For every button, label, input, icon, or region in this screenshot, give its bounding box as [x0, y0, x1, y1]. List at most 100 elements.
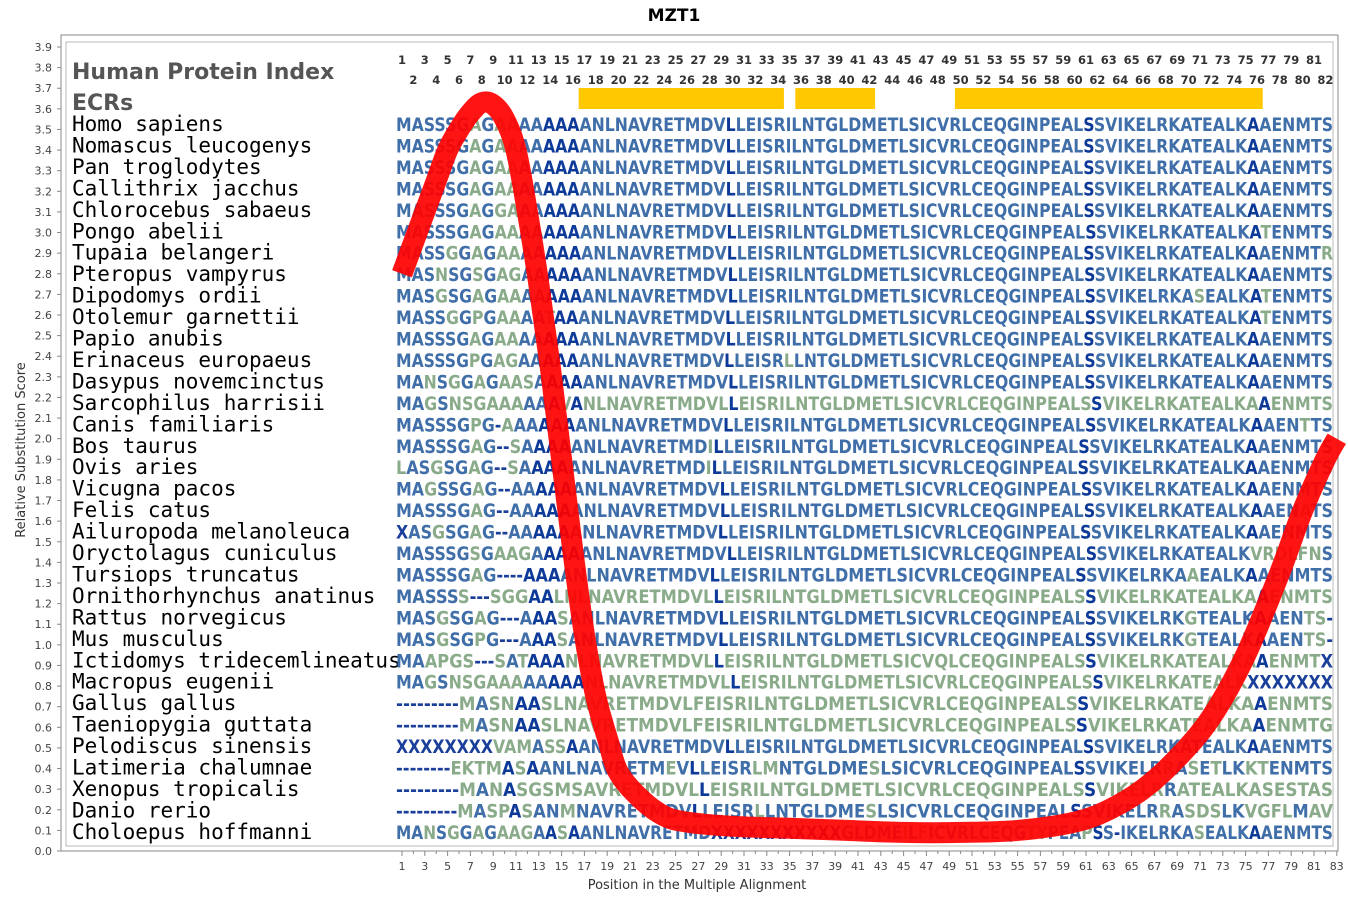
residue: I [1118, 500, 1124, 522]
residue: N [1282, 393, 1295, 415]
y-tick-label: 2.8 [35, 268, 53, 281]
residue: I [716, 693, 722, 715]
residue: N [606, 522, 619, 544]
species-name: Dasypus novemcinctus [72, 369, 325, 393]
residue: S [1085, 286, 1096, 308]
residue: G [457, 221, 470, 243]
residue: L [1054, 715, 1065, 737]
residue: L [791, 329, 801, 351]
residue: V [707, 479, 720, 501]
sequence: XASGSGAG--AAAAAANLNAVRETMDVLLEISRILNTGLD… [396, 522, 1333, 544]
alignment-row: Canis familiaris MASSSGPG-AAAAAAANLNAVRET… [72, 412, 1333, 436]
residue: A [555, 178, 567, 200]
y-tick-label: 1.1 [35, 618, 53, 631]
residue: S [908, 114, 919, 136]
residue: L [1139, 650, 1149, 672]
residue: A [1061, 157, 1073, 179]
position-number: 27 [690, 53, 706, 67]
residue: V [640, 543, 652, 565]
residue: I [757, 243, 763, 265]
residue: L [724, 436, 734, 458]
residue: R [654, 286, 666, 308]
residue: I [917, 500, 923, 522]
residue: N [779, 758, 793, 780]
residue: S [910, 286, 921, 308]
residue: A [528, 715, 541, 737]
residue: P [1039, 178, 1051, 200]
residue: N [1277, 715, 1291, 737]
residue: R [1154, 393, 1167, 415]
residue: V [1103, 479, 1116, 501]
residue: E [662, 307, 673, 329]
residue: V [1107, 607, 1120, 629]
residue: S [1094, 178, 1105, 200]
residue: L [594, 629, 604, 651]
y-tick-label: 2.5 [35, 330, 53, 343]
residue: G [457, 500, 470, 522]
residue: L [803, 693, 814, 715]
residue: G [456, 200, 469, 222]
residue: K [1166, 393, 1179, 415]
residue: X [420, 736, 432, 758]
residue: C [973, 286, 985, 308]
residue: S [1322, 264, 1333, 286]
residue: I [903, 758, 909, 780]
residue: A [1062, 307, 1074, 329]
residue: D [850, 371, 863, 393]
residue: N [584, 479, 597, 501]
residue: S [542, 779, 554, 801]
position-number: 64 [1112, 73, 1128, 87]
residue: T [1311, 371, 1322, 393]
residue: V [1106, 371, 1118, 393]
residue: D [850, 221, 863, 243]
residue: L [1074, 371, 1084, 393]
residue: E [1131, 457, 1142, 479]
species-name: Papio anubis [72, 327, 224, 351]
residue: - [417, 779, 424, 801]
residue: E [1204, 307, 1215, 329]
residue: V [633, 672, 646, 694]
residue: N [563, 715, 577, 737]
residue: L [899, 307, 909, 329]
residue: D [847, 414, 860, 436]
residue: L [958, 672, 968, 694]
residue: T [1309, 650, 1320, 672]
position-number: 50 [953, 73, 969, 87]
residue: L [1133, 693, 1144, 715]
residue: A [508, 243, 520, 265]
residue: V [1105, 114, 1117, 136]
residue: S [910, 350, 921, 372]
residue: L [1075, 307, 1085, 329]
residue: E [1271, 393, 1282, 415]
alignment-row: Tupaia belangeri MASSGGAGAAAAAAAANLNAVRET… [72, 241, 1333, 265]
residue: L [820, 650, 830, 672]
residue: S [507, 457, 519, 479]
residue: N [564, 693, 578, 715]
residue: R [773, 178, 785, 200]
residue: S [1096, 414, 1107, 436]
residue: N [583, 436, 596, 458]
residue: X [408, 736, 420, 758]
residue: N [591, 350, 604, 372]
x-tick-label: 61 [1079, 860, 1093, 873]
residue: V [713, 135, 725, 157]
residue: T [1194, 414, 1205, 436]
residue: L [880, 758, 890, 780]
residue: N [615, 329, 628, 351]
residue: T [674, 329, 685, 351]
residue: A [471, 500, 484, 522]
residue: I [1117, 157, 1123, 179]
residue: G [436, 629, 449, 651]
residue: I [785, 307, 791, 329]
residue: S [1095, 350, 1106, 372]
residue: C [973, 264, 984, 286]
residue: L [1228, 286, 1238, 308]
x-tick-label: 19 [600, 860, 614, 873]
residue: R [950, 243, 962, 265]
residue: A [1175, 586, 1188, 608]
residue: C [971, 178, 983, 200]
residue: R [634, 564, 647, 586]
residue: A [567, 135, 579, 157]
residue: I [1019, 736, 1025, 758]
residue: I [1118, 371, 1124, 393]
